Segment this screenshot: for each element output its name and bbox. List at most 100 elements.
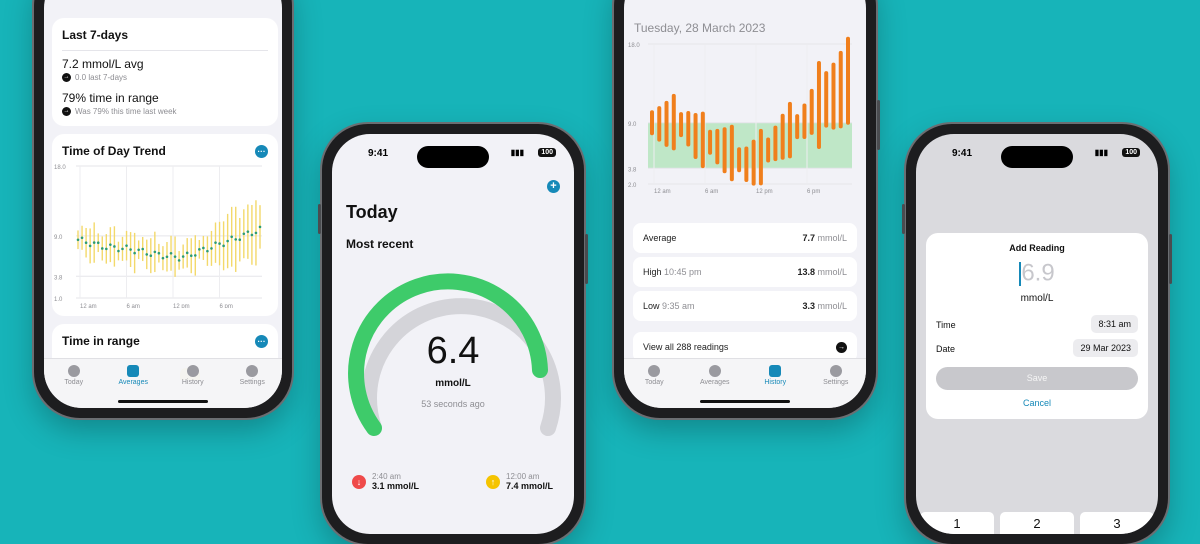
trend-point	[133, 251, 136, 255]
arrow-right-icon: →	[62, 73, 71, 82]
trend-point	[173, 255, 177, 258]
y-tick-label: 3.8	[628, 167, 637, 173]
x-tick-label: 12 am	[654, 189, 671, 195]
arrow-right-icon: →	[62, 107, 71, 116]
reading-unit: mmol/L	[435, 378, 471, 389]
modal-title: Add Reading	[1009, 243, 1065, 253]
chart-icon	[127, 365, 140, 377]
more-icon[interactable]: ···	[255, 335, 268, 348]
gear-icon	[829, 365, 842, 377]
cancel-button[interactable]: Cancel	[1022, 398, 1051, 408]
time-picker[interactable]: 8:31 am	[1091, 315, 1138, 333]
view-all-readings-button[interactable]: View all 288 readings →	[633, 332, 857, 362]
trend-point	[117, 249, 120, 253]
key-2[interactable]: 2	[1000, 512, 1074, 534]
trend-point	[76, 238, 80, 242]
time-label: Time	[936, 320, 956, 330]
clock: 9:41	[952, 148, 973, 159]
tab-history[interactable]: History	[168, 365, 218, 408]
x-tick-label: 6 am	[127, 304, 140, 308]
tab-bar: Today Averages History Settings	[44, 358, 282, 408]
phone-history: Tuesday, 28 March 2023 18.0 9.0 3.8 2.0 12 a…	[614, 0, 880, 418]
trend-point	[226, 239, 229, 243]
reading-age: 53 seconds ago	[421, 399, 485, 409]
calendar-icon	[186, 365, 199, 377]
reading-value: 6.4	[426, 330, 480, 372]
low-row: Low 9:35 am 3.3 mmol/L	[633, 291, 857, 321]
trend-point	[80, 236, 84, 240]
dynamic-island	[417, 146, 489, 168]
add-reading-screen: 9:41 ▮▮▮ 100 Add Reading 6.9 mmol/L Time…	[916, 134, 1158, 534]
tab-averages[interactable]: Averages	[690, 365, 740, 408]
y-tick-label: 9.0	[628, 122, 637, 128]
more-icon[interactable]: ···	[255, 145, 268, 158]
trend-point	[222, 244, 225, 248]
trend-point	[88, 244, 92, 248]
last7-card: Last 7-days 7.2 mmol/L avg → 0.0 last 7-…	[52, 18, 278, 126]
history-date: Tuesday, 28 March 2023	[634, 21, 766, 35]
x-tick-label: 6 pm	[220, 304, 233, 308]
trend-point	[189, 254, 193, 258]
trend-point	[169, 251, 173, 255]
trend-point	[153, 250, 157, 254]
gear-icon	[246, 365, 259, 377]
x-tick-label: 6 pm	[807, 189, 820, 195]
clock: 9:41	[368, 148, 389, 159]
x-tick-label: 12 pm	[756, 189, 773, 195]
x-tick-label: 6 am	[705, 189, 718, 195]
x-tick-label: 12 am	[80, 304, 97, 308]
trend-card: Time of Day Trend ··· 18.0 9.0 3.8 1.0 12 am…	[52, 134, 278, 316]
chart-icon	[708, 365, 721, 377]
trend-point	[137, 248, 140, 252]
phone-add-reading: 9:41 ▮▮▮ 100 Add Reading 6.9 mmol/L Time…	[902, 124, 1172, 544]
trend-point	[198, 248, 201, 251]
tab-today[interactable]: Today	[49, 365, 99, 408]
trend-point	[141, 247, 145, 251]
tir-card-title: Time in range	[62, 334, 140, 348]
today-screen: 9:41 ▮▮▮ 100 + Today Most recent 6.4 mmo…	[332, 134, 574, 534]
trend-point	[109, 243, 112, 246]
signal-icon: ▮▮▮	[510, 148, 524, 157]
date-picker[interactable]: 29 Mar 2023	[1073, 339, 1138, 357]
tab-settings[interactable]: Settings	[227, 365, 277, 408]
trend-point	[185, 251, 189, 255]
page-title: Today	[346, 202, 398, 222]
trend-point	[129, 248, 132, 251]
tab-averages[interactable]: Averages	[108, 365, 158, 408]
trend-point	[96, 241, 100, 245]
add-reading-button[interactable]: +	[547, 180, 560, 193]
tab-today[interactable]: Today	[629, 365, 679, 408]
y-tick-label: 2.0	[628, 183, 637, 189]
trend-point	[92, 241, 96, 244]
reading-input[interactable]: 6.9	[1019, 259, 1055, 287]
arrow-down-icon: ↓	[352, 474, 366, 489]
sun-icon	[648, 365, 661, 377]
trend-point	[218, 242, 221, 245]
tab-settings[interactable]: Settings	[811, 365, 861, 408]
sun-icon	[67, 365, 80, 377]
status-bar: 9:41 ▮▮▮ 100	[332, 148, 574, 168]
trend-point	[258, 225, 262, 229]
high-row: High 10:45 pm 13.8 mmol/L	[633, 257, 857, 287]
trend-point	[113, 245, 116, 248]
trend-point	[246, 230, 250, 233]
trend-point	[242, 232, 246, 236]
tir-value: 79% time in range	[62, 91, 159, 105]
trend-point	[149, 254, 153, 257]
average-row: Average 7.7 mmol/L	[633, 223, 857, 253]
last7-title: Last 7-days	[62, 28, 129, 42]
tir-sub: Was 79% this time last week	[75, 107, 177, 116]
phone-today: 9:41 ▮▮▮ 100 + Today Most recent 6.4 mmo…	[318, 124, 588, 544]
trend-point	[84, 241, 88, 245]
tab-history[interactable]: History	[750, 365, 800, 408]
trend-point	[210, 247, 213, 250]
key-3[interactable]: 3	[1080, 512, 1154, 534]
phone-averages: Last 7-days 7.2 mmol/L avg → 0.0 last 7-…	[34, 0, 292, 418]
save-button[interactable]: Save	[936, 367, 1138, 390]
trend-point	[193, 254, 197, 257]
trend-chart: 18.0 9.0 3.8 1.0 12 am 6 am 12 pm 6 pm	[54, 165, 262, 308]
target-range-band	[648, 122, 852, 169]
calendar-icon	[769, 365, 782, 377]
key-1[interactable]: 1	[920, 512, 994, 534]
dynamic-island	[1001, 146, 1073, 168]
